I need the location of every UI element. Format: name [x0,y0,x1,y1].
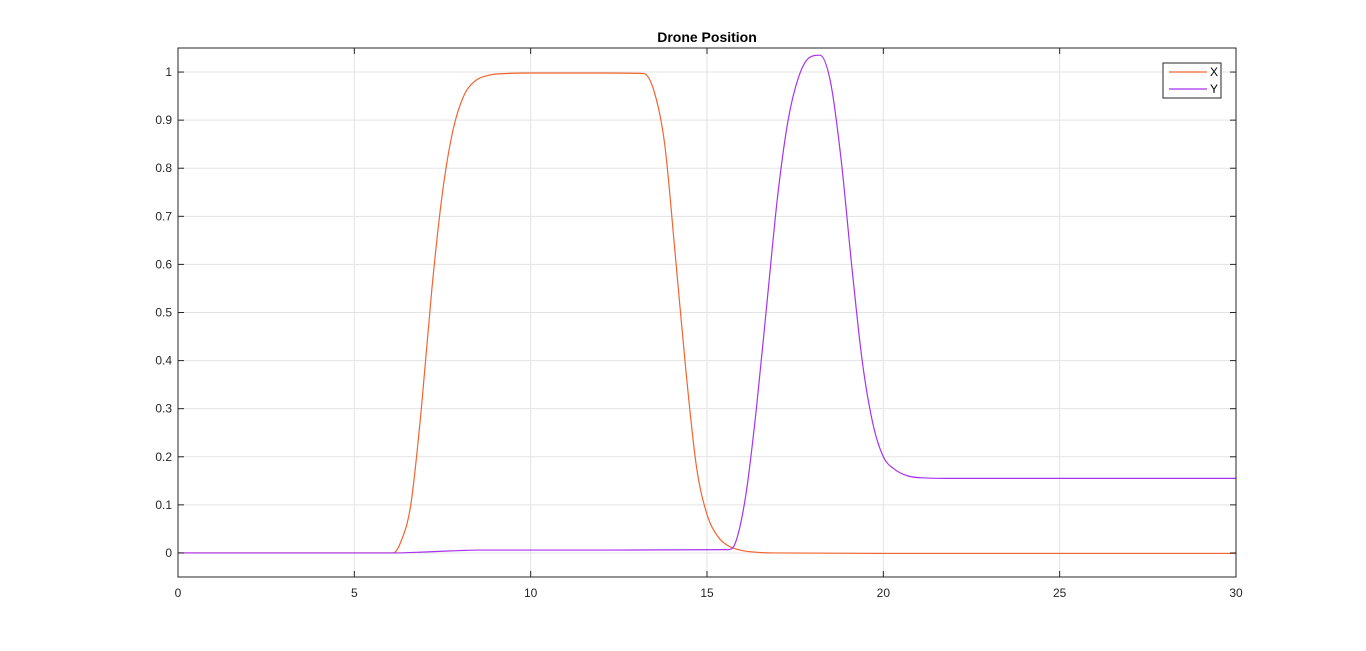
x-tick-label: 0 [175,586,182,600]
legend-box [1162,62,1222,99]
y-tick-label: 0.5 [155,306,172,320]
legend: XY [1162,62,1222,99]
y-tick-label: 0 [165,546,172,560]
y-tick-label: 0.9 [155,113,172,127]
x-tick-label: 15 [700,586,714,600]
y-tick-label: 0.3 [155,402,172,416]
y-tick-label: 0.7 [155,209,172,223]
grid-lines [177,48,1237,577]
legend-label-y: Y [1210,82,1218,96]
x-tick-label: 30 [1229,586,1243,600]
x-tick-label: 25 [1053,586,1067,600]
chart-title: Drone Position [657,29,757,45]
y-tick-label: 0.1 [155,498,172,512]
series-line-x [177,72,1236,555]
plot-series [177,54,1236,555]
y-tick-label: 0.6 [155,257,172,271]
x-tick-label: 5 [351,586,358,600]
legend-label-x: X [1210,65,1218,79]
x-tick-label: 10 [524,586,538,600]
y-tick-label: 1 [165,65,172,79]
y-tick-label: 0.4 [155,354,172,368]
axis-ticks: 0 5 10 15 20 25 30 0 0.1 0.2 0.3 0.4 0.5 0.6 0.7 0.8 0.9… [155,48,1243,600]
y-tick-label: 0.8 [155,161,172,175]
x-tick-label: 20 [877,586,891,600]
series-line-y [177,54,1236,554]
y-tick-label: 0.2 [155,450,172,464]
